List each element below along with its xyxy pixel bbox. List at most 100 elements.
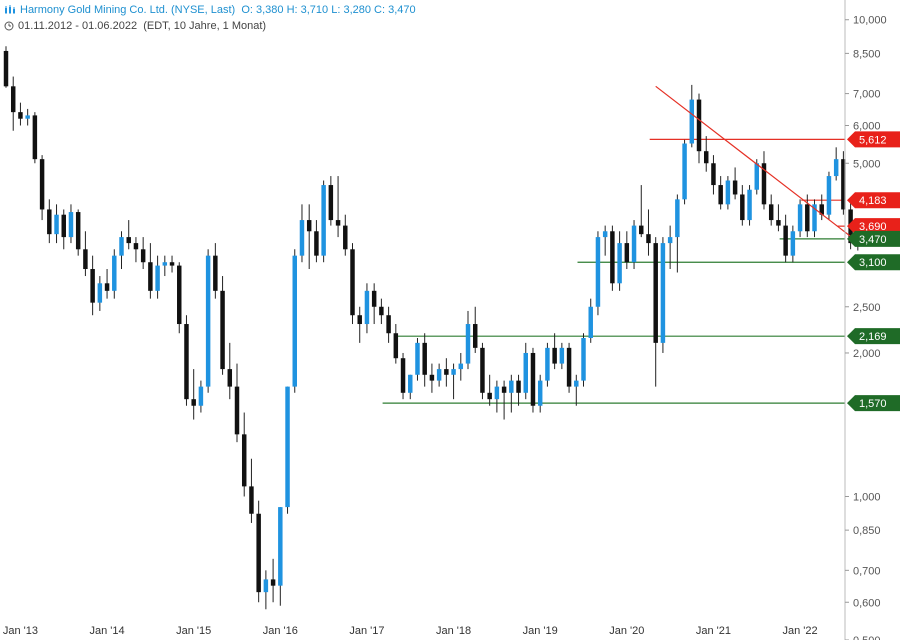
candle-body [703,151,709,164]
candle-body [90,269,95,303]
candle [559,342,565,370]
level-tag-shape [847,230,900,247]
candle-body [465,324,471,364]
candle [3,46,9,88]
candle-body [732,180,738,195]
candle-body [530,352,536,406]
candle-body [617,243,622,284]
candle [299,204,305,263]
candle [530,347,536,413]
candle-body [191,399,196,406]
candle [696,93,702,164]
candle-body [25,115,30,119]
candle [740,185,745,226]
candle [25,108,30,126]
candle [552,333,557,370]
candle [754,159,760,195]
candle [328,176,334,226]
candle-body [140,249,146,263]
candle [415,337,420,381]
candle-body [213,255,218,291]
candle [523,342,528,400]
candle-body [256,513,261,593]
candle-body [805,204,810,232]
candle-body [357,315,362,325]
candle-body [10,86,16,113]
candle-body [328,185,334,221]
level-tag: 3,100 [847,254,900,271]
candle-body [819,204,824,215]
candle [689,84,695,148]
candle-body [393,333,399,359]
candle [675,194,680,273]
level-tag-label: 2,169 [859,331,887,343]
candle [184,315,189,406]
level-tag-shape [847,192,900,209]
candle-body [602,231,608,238]
x-tick-label: Jan '18 [436,625,471,637]
candle-body [624,243,630,263]
candle [581,333,586,387]
y-tick-label: 0,700 [853,565,881,577]
candle [819,194,824,221]
candle [624,231,630,270]
candle [494,380,500,413]
candle-body [711,163,716,186]
chart-meta: (EDT, 10 Jahre, 1 Monat) [143,20,267,32]
candle-body [574,380,579,387]
candle [472,306,478,353]
candle [256,500,261,603]
candle-body [61,214,66,238]
y-tick-label: 1,000 [853,491,881,503]
candle-body [812,204,817,232]
candle-body [335,220,341,226]
y-tick-label: 2,500 [853,302,881,314]
candle [321,180,326,263]
level-tag: 4,183 [847,192,900,209]
candle-body [833,159,839,177]
candle-body [768,204,774,221]
candle [112,249,117,299]
y-tick-label: 7,000 [853,89,881,101]
candle-body [725,180,731,205]
candle-body [184,324,189,400]
candle [148,243,153,299]
candle [718,176,723,210]
candle [444,358,449,387]
chart-settings-icon[interactable] [4,5,16,15]
candle-body [675,199,680,238]
candle-body [595,237,601,307]
candle [75,209,81,256]
candle-body [429,374,435,381]
candle-body [198,386,204,406]
candle-body [220,290,225,370]
candle-body [790,231,796,256]
y-tick-label: 8,500 [853,48,881,60]
candle [812,199,817,238]
candle-body [299,220,305,256]
level-tag: 2,169 [847,328,900,345]
candle [133,237,139,263]
candle [54,204,59,244]
candle-body [321,185,326,256]
level-tag-label: 1,570 [859,398,887,410]
y-tick-label: 2,000 [853,348,881,360]
x-tick-label: Jan '21 [696,625,731,637]
level-tag-shape [847,254,900,271]
candle-body [126,237,131,244]
candle [10,76,16,131]
candle-body [487,392,492,400]
candle-body [68,212,74,238]
chart-header-title: Harmony Gold Mining Co. Ltd. (NYSE, Last… [4,4,416,16]
candle-body [516,380,521,393]
candle-body [718,185,723,205]
candle [487,374,492,406]
candle-body [588,306,593,338]
candle-body [54,214,59,235]
candle [191,369,196,420]
candle [639,185,644,238]
candle [805,194,810,238]
candle-body [400,358,406,393]
chart-title: Harmony Gold Mining Co. Ltd. (NYSE, Last… [20,4,236,16]
